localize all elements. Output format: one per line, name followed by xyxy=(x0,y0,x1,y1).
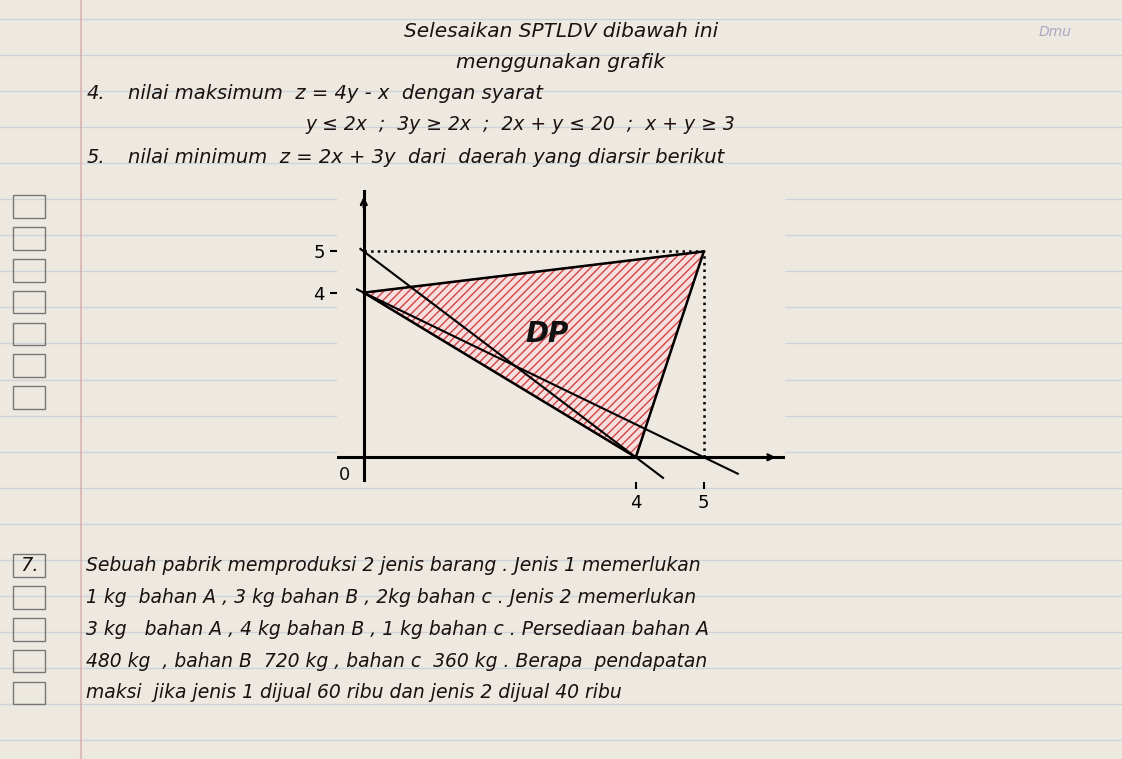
Text: Selesaikan SPTLDV dibawah ini: Selesaikan SPTLDV dibawah ini xyxy=(404,22,718,42)
Text: 1 kg  bahan A , 3 kg bahan B , 2kg bahan c . Jenis 2 memerlukan: 1 kg bahan A , 3 kg bahan B , 2kg bahan … xyxy=(86,587,697,607)
Text: 4.: 4. xyxy=(86,83,105,103)
Text: 7.: 7. xyxy=(20,556,39,575)
Text: 3 kg   bahan A , 4 kg bahan B , 1 kg bahan c . Persediaan bahan A: 3 kg bahan A , 4 kg bahan B , 1 kg bahan… xyxy=(86,619,709,639)
Text: 0: 0 xyxy=(339,465,350,483)
Text: 480 kg  , bahan B  720 kg , bahan c  360 kg . Berapa  pendapatan: 480 kg , bahan B 720 kg , bahan c 360 kg… xyxy=(86,651,708,671)
Text: menggunakan grafik: menggunakan grafik xyxy=(457,52,665,72)
Text: Dmu: Dmu xyxy=(1039,25,1072,39)
Text: Sebuah pabrik memproduksi 2 jenis barang . Jenis 1 memerlukan: Sebuah pabrik memproduksi 2 jenis barang… xyxy=(86,556,701,575)
Text: 5.: 5. xyxy=(86,147,105,167)
Text: y ≤ 2x  ;  3y ≥ 2x  ;  2x + y ≤ 20  ;  x + y ≥ 3: y ≤ 2x ; 3y ≥ 2x ; 2x + y ≤ 20 ; x + y ≥… xyxy=(305,115,735,134)
Text: nilai maksimum  z = 4y - x  dengan syarat: nilai maksimum z = 4y - x dengan syarat xyxy=(128,83,543,103)
Text: DP: DP xyxy=(526,320,569,348)
Text: maksi  jika jenis 1 dijual 60 ribu dan jenis 2 dijual 40 ribu: maksi jika jenis 1 dijual 60 ribu dan je… xyxy=(86,683,622,703)
Text: nilai minimum  z = 2x + 3y  dari  daerah yang diarsir berikut: nilai minimum z = 2x + 3y dari daerah ya… xyxy=(128,147,724,167)
